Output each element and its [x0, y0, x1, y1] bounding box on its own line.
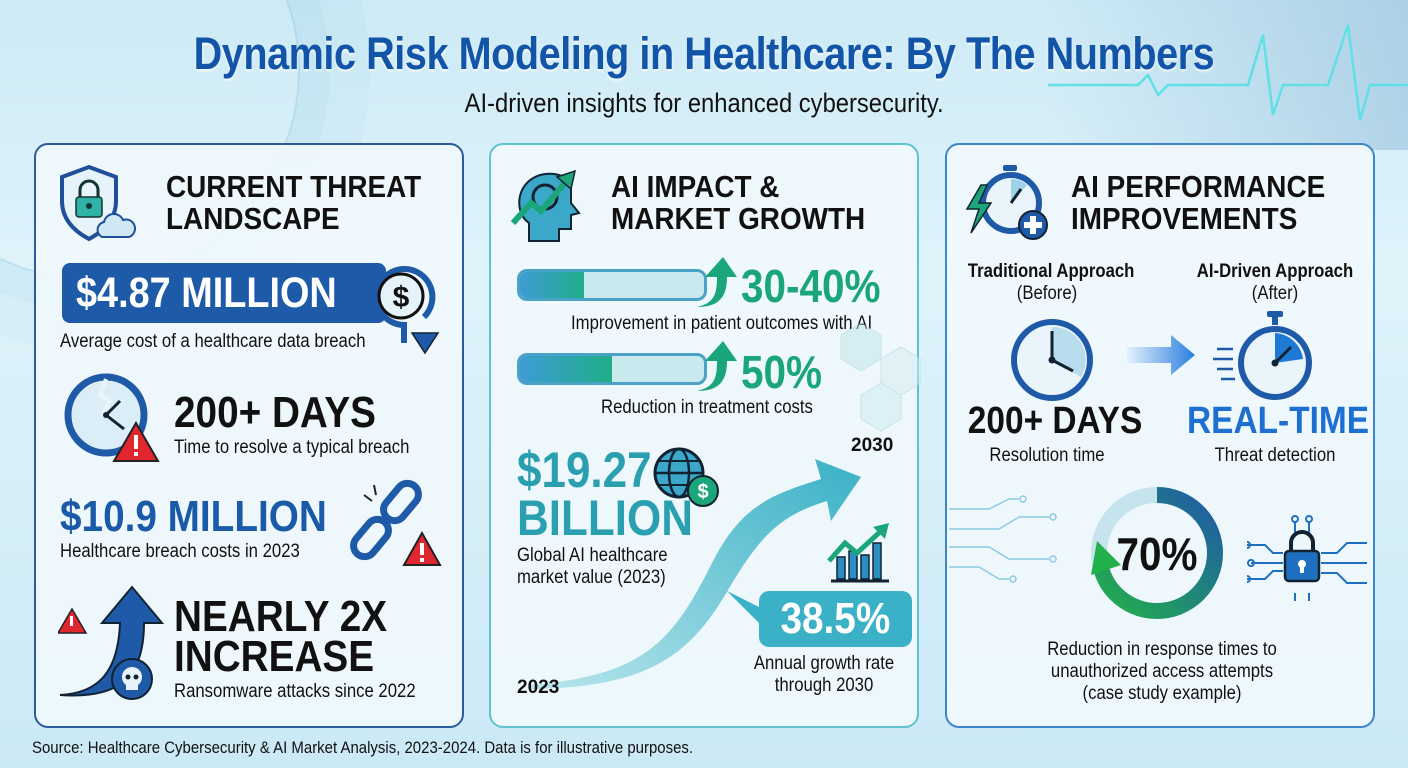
stat-label: Ransomware attacks since 2022 — [174, 681, 416, 702]
after-label: Threat detection — [1214, 445, 1336, 466]
stat-value: $10.9 MILLION — [60, 492, 327, 541]
svg-text:$: $ — [697, 481, 708, 503]
stat-value-line2: INCREASE — [174, 632, 375, 681]
before-subheading: (Before) — [1016, 283, 1078, 304]
growth-rate-label: Annual growth rate through 2030 — [739, 653, 909, 697]
panel-header: AI IMPACT & MARKET GROWTH — [509, 163, 931, 243]
broken-chain-warning-icon — [350, 479, 442, 566]
panel-current-threat-landscape: CURRENT THREAT LANDSCAPE $4.87 MILLION $… — [34, 143, 464, 728]
progress-bar-fill — [520, 272, 585, 298]
before-heading: Traditional Approach — [967, 261, 1135, 282]
broken-clock-warning-icon — [64, 373, 160, 462]
stat-label: Time to resolve a typical breach — [174, 437, 410, 458]
panel-title: AI PERFORMANCE IMPROVEMENTS — [1071, 169, 1326, 236]
panel-title: AI IMPACT & MARKET GROWTH — [611, 169, 866, 236]
reduction-donut-chart — [1091, 487, 1223, 619]
globe-dollar-icon: $ — [653, 447, 719, 507]
end-year-label: 2030 — [851, 435, 894, 456]
panel-header: AI PERFORMANCE IMPROVEMENTS — [965, 163, 1391, 243]
page-subtitle: AI-driven insights for enhanced cybersec… — [464, 88, 944, 118]
header: Dynamic Risk Modeling in Healthcare: By … — [0, 28, 1408, 119]
start-year-label: 2023 — [517, 677, 560, 698]
growth-arrow-up-icon — [697, 341, 737, 391]
growth-label-line2: through 2030 — [774, 675, 874, 696]
ekg-line-icon — [1048, 24, 1408, 121]
bar-chart-growth-icon — [827, 523, 889, 583]
after-stat: REAL-TIME Threat detection — [1175, 401, 1375, 467]
growth-arrow-up-icon — [697, 257, 737, 307]
reduction-value: 70% — [1087, 529, 1227, 579]
clock-icon — [1011, 319, 1093, 401]
growth-rate-pill: 38.5% — [759, 591, 912, 647]
svg-text:$: $ — [393, 281, 410, 314]
before-value: 200+ DAYS — [967, 400, 1143, 442]
before-label: Resolution time — [989, 445, 1105, 466]
panel-header: CURRENT THREAT LANDSCAPE — [54, 163, 486, 243]
stat-label: Healthcare breach costs in 2023 — [60, 541, 300, 562]
circuit-lines-decoration — [949, 495, 1057, 583]
panel-title: CURRENT THREAT LANDSCAPE — [166, 169, 422, 236]
reduction-label-line3: (case study example) — [1082, 683, 1242, 704]
badge-pointer — [727, 591, 767, 631]
dollar-down-arrow-icon: $ — [373, 266, 440, 355]
panel-ai-performance-improvements: AI PERFORMANCE IMPROVEMENTS Traditional … — [945, 143, 1375, 728]
stat-value: 50% — [741, 346, 823, 398]
page-title: Dynamic Risk Modeling in Healthcare: By … — [193, 28, 1215, 79]
growth-rate-value: 38.5% — [780, 594, 891, 643]
source-footnote: Source: Healthcare Cybersecurity & AI Ma… — [32, 738, 694, 757]
stat-value: $4.87 MILLION — [76, 269, 337, 317]
stat-label: Average cost of a healthcare data breach — [60, 331, 366, 352]
before-stat: 200+ DAYS Resolution time — [957, 400, 1143, 467]
progress-bar-patient-outcomes — [517, 269, 707, 301]
reduction-value-text: 70% — [1116, 528, 1198, 580]
hexagon-pattern-decoration — [840, 322, 921, 432]
stat-avg-breach-cost: $4.87 MILLION — [62, 263, 387, 323]
progress-bar-treatment-costs — [517, 353, 707, 385]
after-column: AI-Driven Approach (After) — [1175, 261, 1375, 305]
stat-label: Reduction in treatment costs — [601, 397, 813, 418]
head-gear-growth-icon — [510, 169, 581, 242]
stat-label: Improvement in patient outcomes with AI — [571, 313, 873, 334]
shield-lock-cloud-icon — [60, 164, 136, 242]
after-heading: AI-Driven Approach — [1196, 261, 1354, 282]
circuit-lock-icon — [1247, 515, 1367, 601]
market-value-line2: BILLION — [517, 490, 693, 546]
reduction-label: Reduction in response times to unauthori… — [977, 639, 1347, 705]
after-value: REAL-TIME — [1187, 400, 1370, 442]
after-subheading: (After) — [1251, 283, 1299, 304]
arrow-up-skull-icon — [58, 585, 165, 700]
before-column: Traditional Approach (Before) — [957, 261, 1137, 305]
reduction-label-line1: Reduction in response times to — [1047, 639, 1277, 660]
progress-bar-fill — [520, 356, 612, 382]
right-arrow-icon — [1127, 335, 1195, 375]
panel-ai-impact-market-growth: AI IMPACT & MARKET GROWTH 30-40% Improve… — [489, 143, 921, 728]
stopwatch-icon — [1213, 311, 1312, 400]
stat-value: 200+ DAYS — [174, 388, 377, 437]
growth-curve-arrow-icon — [531, 459, 861, 689]
stat-value: 30-40% — [741, 260, 881, 312]
market-label-line1: Global AI healthcare — [517, 545, 668, 566]
market-label-line2: market value (2023) — [517, 567, 666, 588]
stopwatch-bolt-plus-icon — [965, 165, 1048, 240]
stat-value-line1: NEARLY 2X — [174, 592, 388, 641]
reduction-label-line2: unauthorized access attempts — [1050, 661, 1274, 682]
market-value-line1: $19.27 — [517, 442, 652, 498]
growth-label-line1: Annual growth rate — [753, 653, 895, 674]
